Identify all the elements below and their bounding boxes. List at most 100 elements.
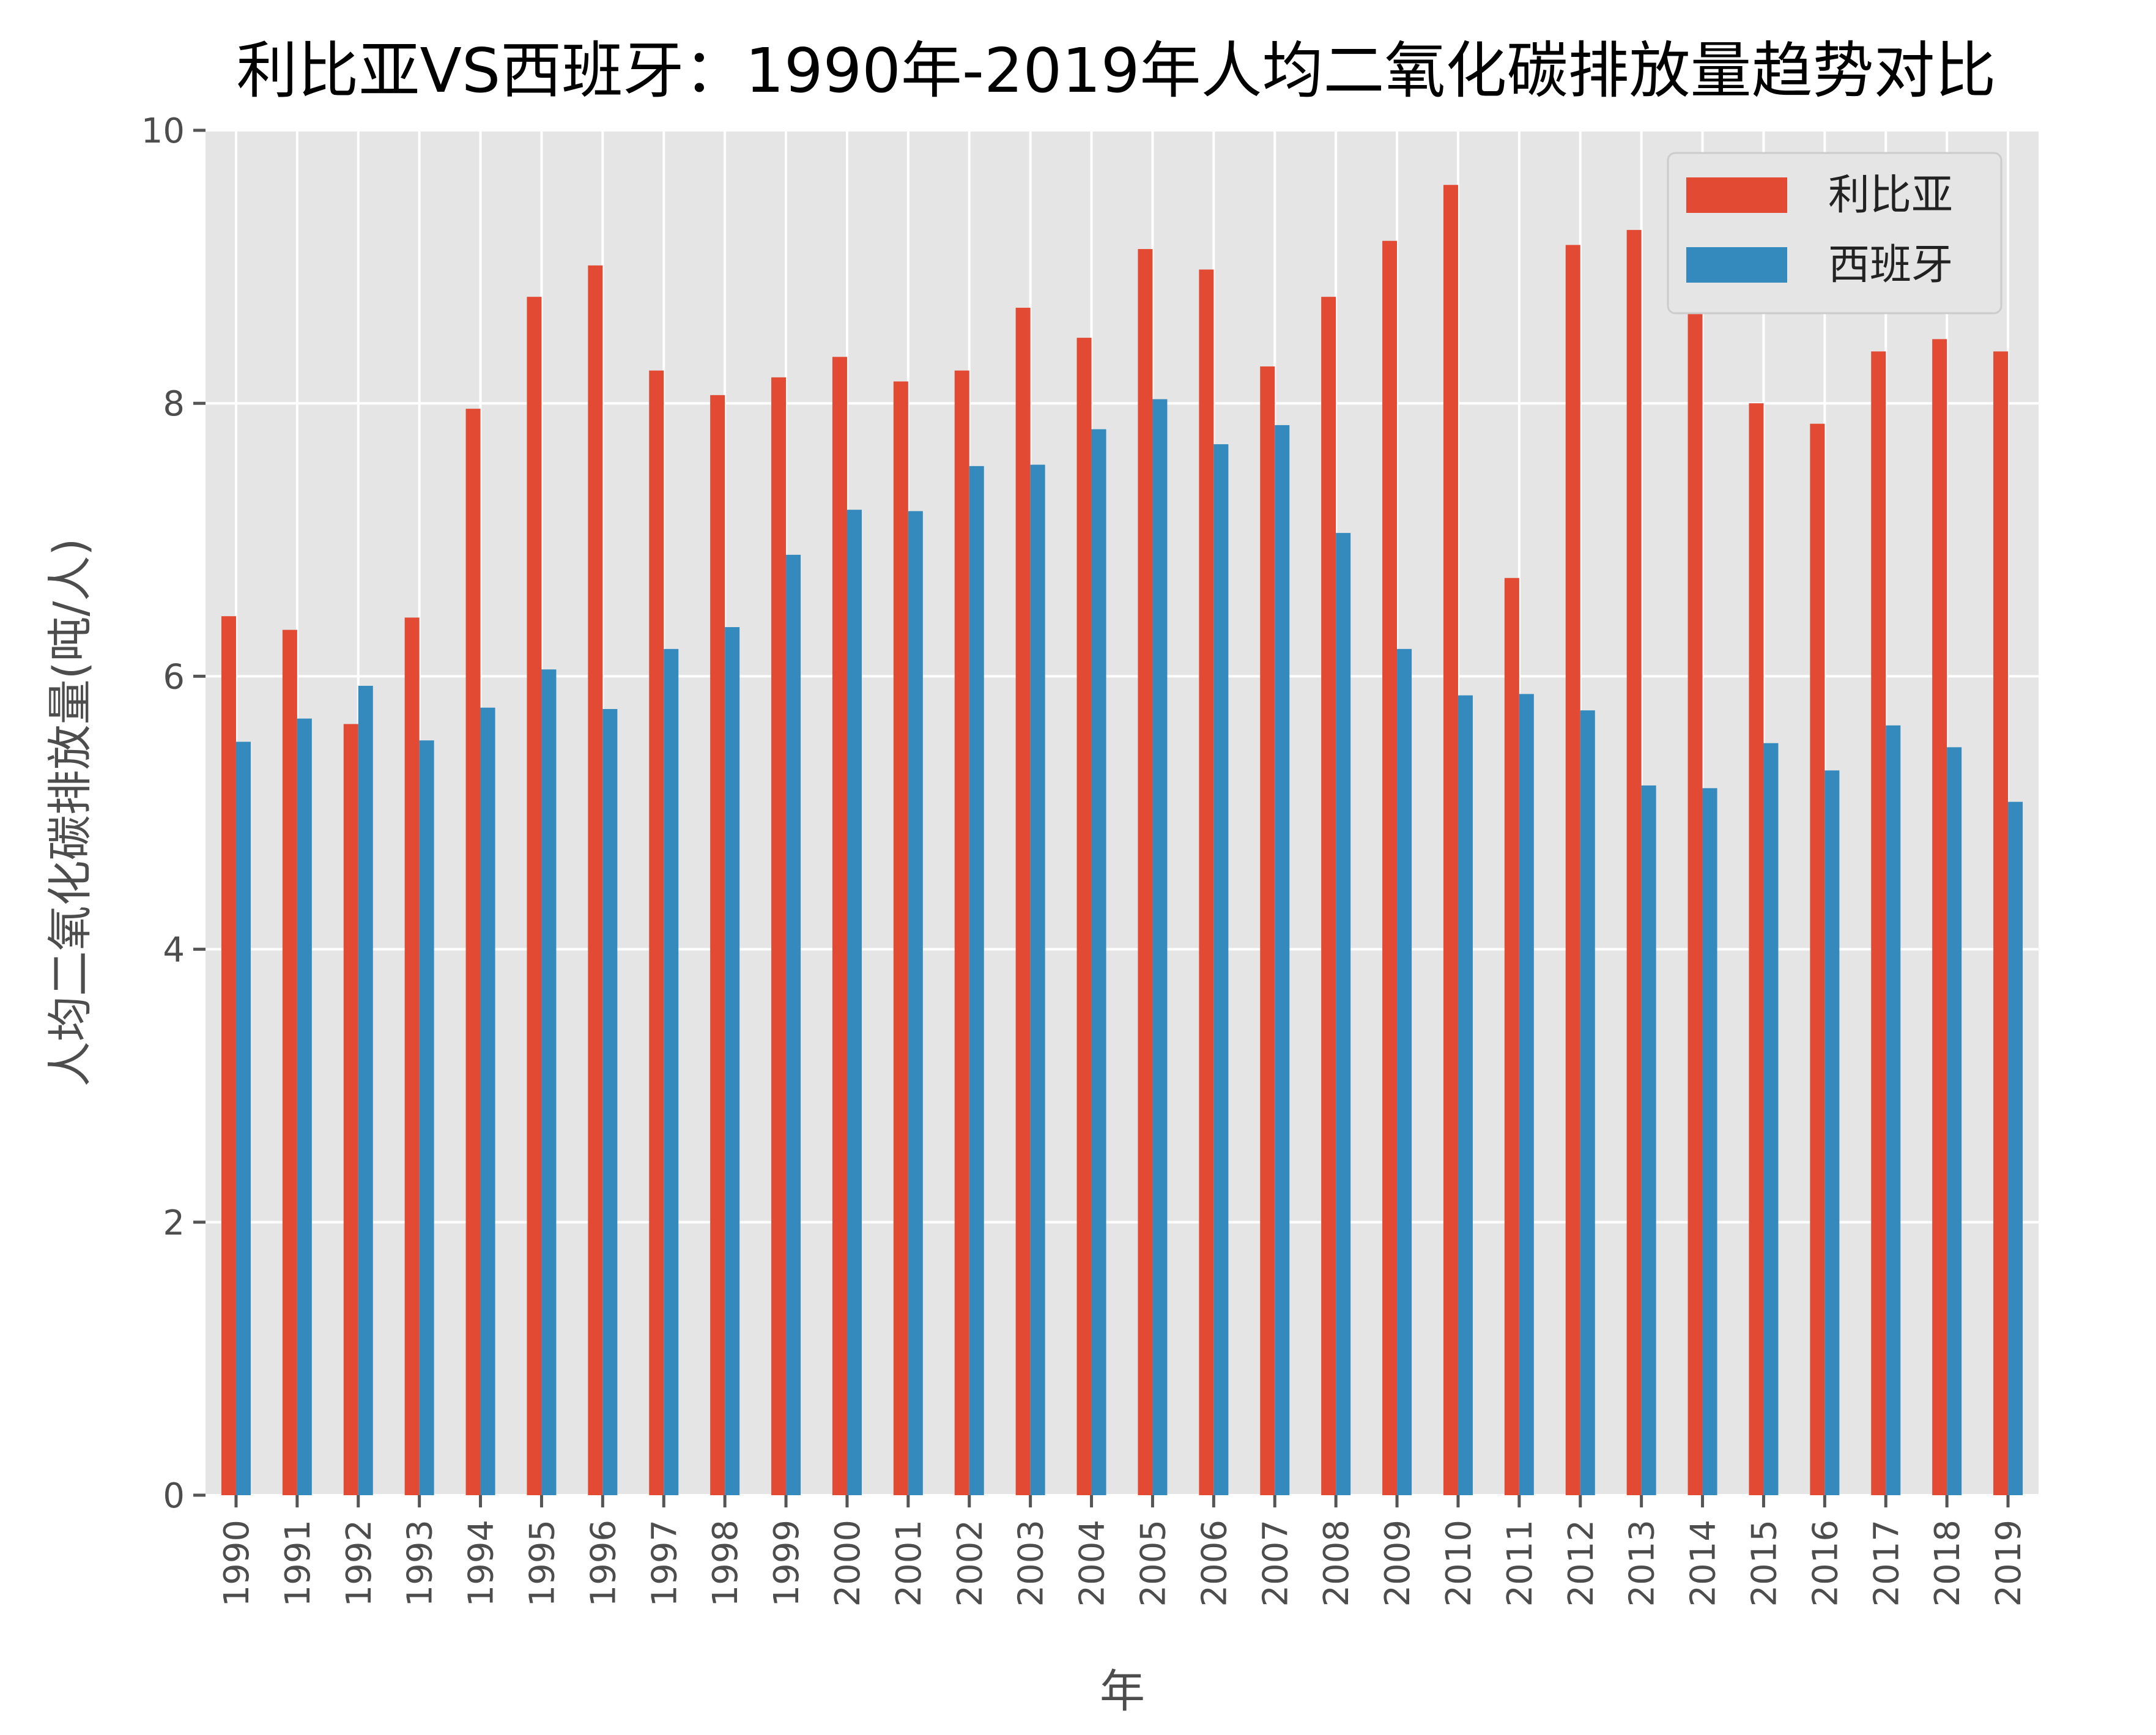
x-tick-label: 2006 <box>1195 1520 1234 1607</box>
bar <box>1810 423 1825 1495</box>
bar <box>221 616 236 1495</box>
x-tick-label: 2010 <box>1439 1520 1479 1607</box>
bar <box>1947 747 1962 1495</box>
y-axis: 0 2 4 6 8 10 <box>141 111 206 1516</box>
plot-area <box>206 130 2039 1495</box>
bars <box>221 185 2023 1496</box>
bar <box>664 648 679 1495</box>
bar <box>527 297 542 1495</box>
legend-label: 利比亚 <box>1828 171 1953 220</box>
x-tick-label: 2015 <box>1744 1520 1784 1607</box>
x-tick-label: 2004 <box>1073 1520 1113 1607</box>
x-tick-label: 2018 <box>1928 1520 1968 1607</box>
bar <box>969 466 984 1496</box>
bar <box>1702 788 1717 1495</box>
bar <box>771 377 787 1495</box>
bar <box>1382 240 1398 1496</box>
bar <box>282 630 297 1495</box>
bar <box>786 554 801 1495</box>
bar <box>1213 444 1229 1495</box>
bar <box>954 370 969 1495</box>
x-tick-label: 2001 <box>889 1520 929 1607</box>
x-tick-label: 2012 <box>1561 1520 1601 1607</box>
series-1 <box>235 399 2023 1496</box>
bar <box>1749 403 1764 1496</box>
bar <box>846 510 862 1495</box>
bar <box>1519 694 1534 1495</box>
x-tick-label: 2009 <box>1378 1520 1418 1607</box>
bar <box>235 741 251 1495</box>
bar <box>1687 253 1703 1495</box>
bar <box>1199 269 1214 1495</box>
bar <box>1504 578 1519 1495</box>
x-tick-label: 2019 <box>1989 1520 2029 1607</box>
bar <box>1886 725 1901 1495</box>
bar <box>1321 297 1336 1495</box>
x-axis: 1990 1991 1992 1993 1994 1995 1996 1997 1998 1999… <box>217 1495 2029 1607</box>
bar <box>1076 338 1092 1495</box>
bar <box>602 708 618 1495</box>
bar <box>832 357 847 1496</box>
bar <box>1260 366 1275 1495</box>
y-tick-label: 6 <box>163 657 185 697</box>
bar <box>1626 229 1642 1495</box>
x-tick-label: 1992 <box>339 1520 379 1607</box>
bar <box>588 265 603 1495</box>
bar <box>1091 429 1106 1495</box>
bar <box>1336 533 1351 1495</box>
x-axis-label: 年 <box>1100 1665 1145 1718</box>
bar <box>1824 770 1840 1495</box>
bar <box>1641 785 1656 1495</box>
bar <box>710 395 725 1496</box>
bar <box>649 370 664 1495</box>
bar <box>1138 249 1153 1496</box>
x-tick-label: 2014 <box>1684 1520 1724 1607</box>
y-tick-label: 4 <box>163 931 185 970</box>
x-tick-label: 2008 <box>1317 1520 1357 1607</box>
x-tick-label: 2017 <box>1867 1520 1906 1607</box>
bar <box>419 740 434 1495</box>
x-tick-label: 2016 <box>1806 1520 1845 1607</box>
bar <box>1152 399 1168 1495</box>
bar <box>404 617 420 1495</box>
y-tick-label: 0 <box>163 1476 185 1516</box>
x-tick-label: 1994 <box>462 1520 502 1607</box>
bar <box>1397 648 1412 1495</box>
bar <box>2008 801 2023 1495</box>
legend-swatch <box>1686 247 1787 283</box>
x-tick-label: 2000 <box>828 1520 868 1607</box>
x-tick-label: 2013 <box>1623 1520 1662 1607</box>
legend-label: 西班牙 <box>1828 241 1953 289</box>
bar <box>1030 464 1045 1495</box>
bar <box>1565 245 1580 1495</box>
x-tick-label: 1990 <box>217 1520 257 1607</box>
bar <box>480 707 495 1495</box>
legend-swatch <box>1686 177 1787 213</box>
bar <box>1275 425 1290 1495</box>
x-tick-label: 1996 <box>583 1520 623 1607</box>
x-tick-label: 1991 <box>278 1520 318 1607</box>
bar <box>297 718 312 1495</box>
x-tick-label: 2007 <box>1256 1520 1295 1607</box>
bar <box>358 686 373 1495</box>
x-tick-label: 2005 <box>1133 1520 1173 1607</box>
y-tick-label: 8 <box>163 384 185 424</box>
bar <box>725 627 740 1495</box>
x-tick-label: 1995 <box>522 1520 562 1607</box>
y-axis-label: 人均二氧化碳排放量(吨/人) <box>44 538 97 1087</box>
bar <box>1871 351 1886 1495</box>
bar <box>1763 743 1779 1495</box>
bar <box>1932 339 1947 1495</box>
bar <box>1993 351 2009 1495</box>
bar <box>1443 185 1458 1495</box>
bar <box>541 669 557 1495</box>
x-tick-label: 1997 <box>645 1520 684 1607</box>
y-tick-label: 2 <box>163 1203 185 1243</box>
chart-title: 利比亚VS西班牙：1990年-2019年人均二氧化碳排放量趋势对比 <box>237 35 1996 106</box>
x-tick-label: 2003 <box>1012 1520 1051 1607</box>
series-0 <box>221 185 2009 1496</box>
bar <box>1015 308 1031 1495</box>
bar <box>343 724 358 1495</box>
